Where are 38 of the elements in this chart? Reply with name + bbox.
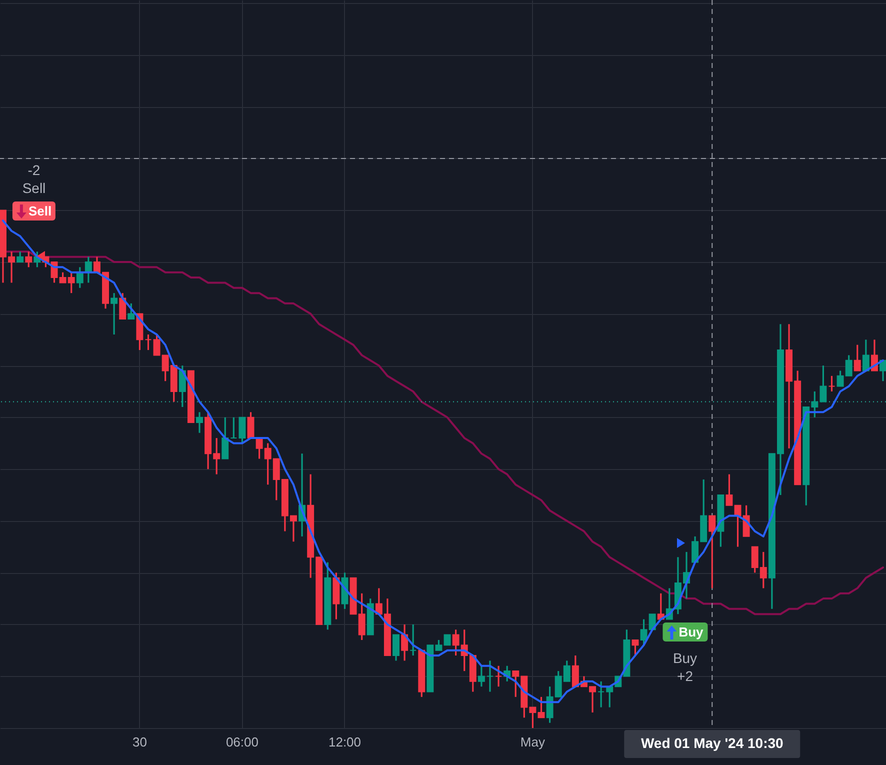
- candlestick: [598, 680, 605, 708]
- candlestick: [632, 639, 639, 656]
- x-tick-label: 06:00: [226, 734, 258, 750]
- candlestick: [862, 338, 870, 372]
- annotation: +2: [677, 668, 693, 684]
- candlestick: [16, 250, 24, 263]
- candlestick: [247, 411, 254, 439]
- x-tick-label: May: [520, 734, 546, 750]
- annotation: Sell: [28, 204, 52, 218]
- candlestick: [178, 364, 186, 408]
- candlestick: [392, 634, 400, 662]
- candlestick: [478, 665, 485, 688]
- candlestick: [119, 292, 126, 320]
- candlestick: [238, 416, 246, 444]
- x-tick-label: Wed 01 May '24 10:30: [640, 735, 784, 751]
- candlestick: [854, 344, 861, 372]
- x-tick-label: 12:00: [328, 734, 362, 750]
- candlestick: [196, 411, 203, 434]
- candlestick: [486, 660, 494, 693]
- candlestick: [222, 416, 229, 460]
- candlestick: [828, 375, 836, 392]
- candlestick: [401, 624, 408, 662]
- candlestick: [110, 292, 118, 336]
- text: -2: [28, 162, 40, 178]
- candlestick: [495, 665, 502, 688]
- candlestick: [444, 634, 451, 646]
- candlestick: [230, 416, 238, 439]
- annotation: Buy: [672, 650, 698, 666]
- candlestick: [708, 514, 716, 589]
- candlestick: [128, 302, 135, 320]
- candlestick: [410, 624, 417, 656]
- candlestick: [25, 250, 32, 268]
- text: Sell: [22, 180, 46, 196]
- candlestick: [538, 696, 545, 718]
- x-tick-label: 30: [132, 734, 147, 750]
- annotation: Buy: [678, 624, 704, 640]
- candlestick: [144, 334, 152, 351]
- candlestick: [726, 473, 733, 506]
